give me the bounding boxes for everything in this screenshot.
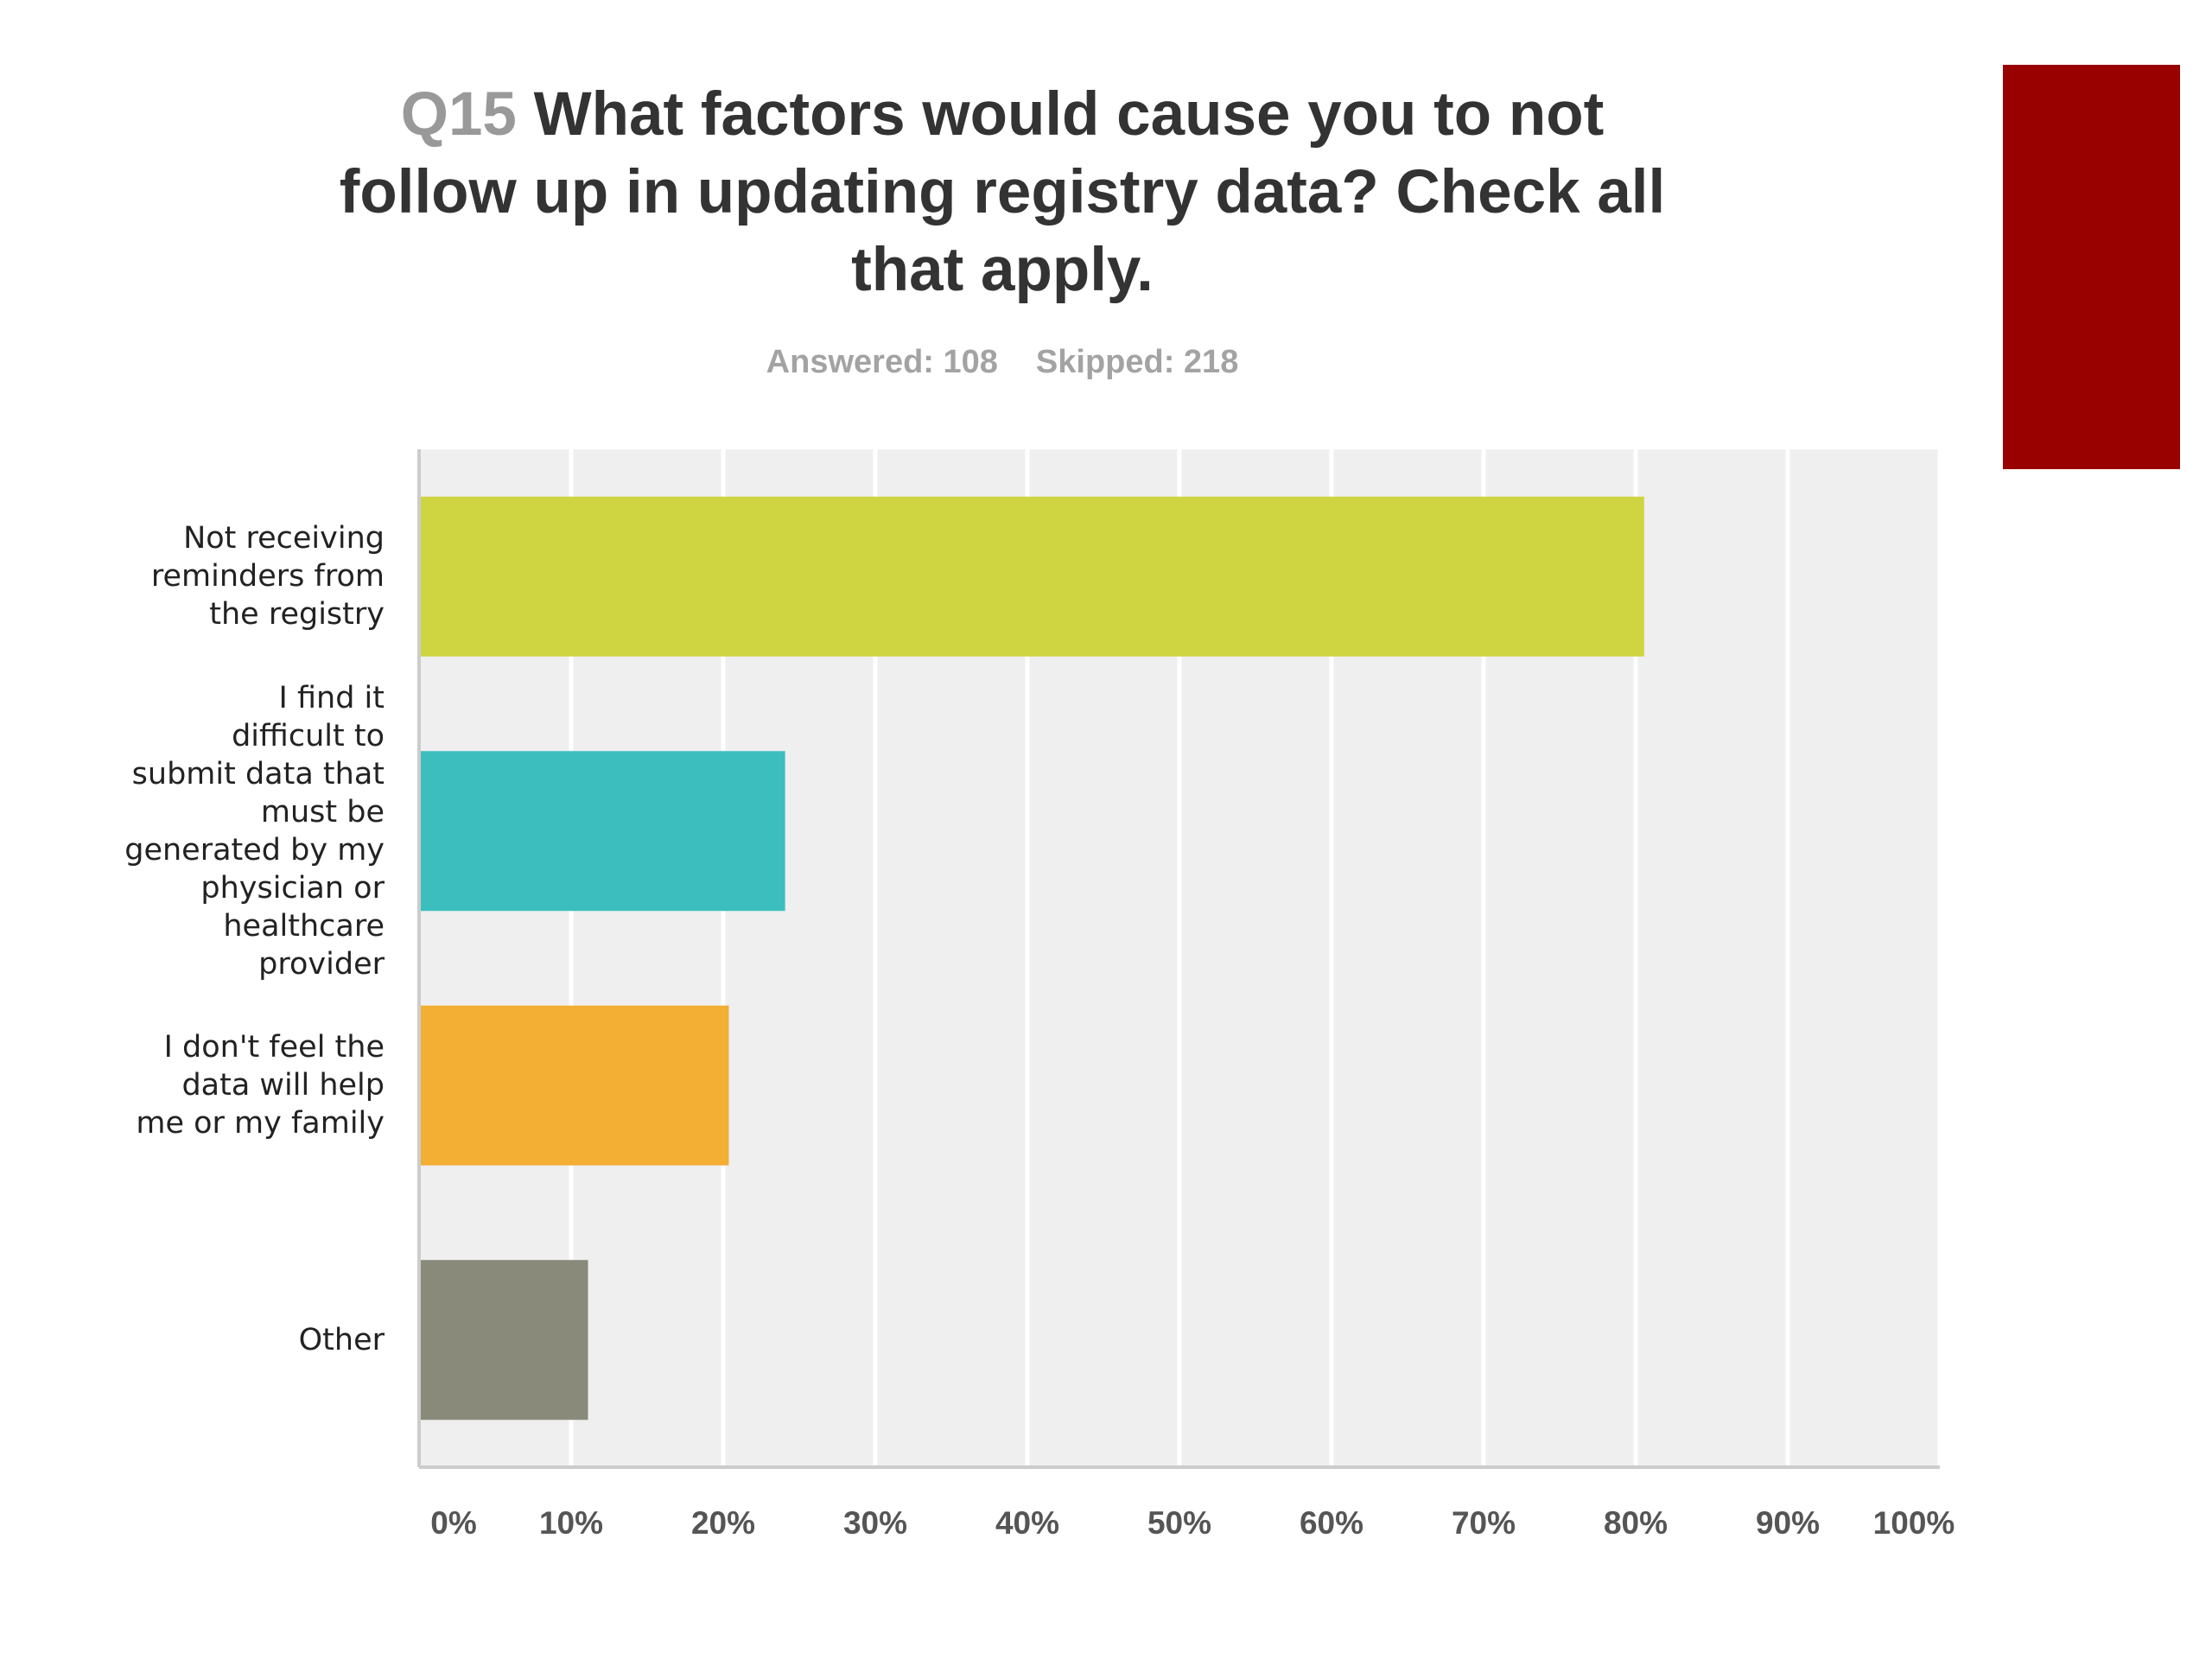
x-tick-label: 50% <box>1147 1505 1212 1541</box>
bar <box>419 751 785 912</box>
accent-block <box>2003 65 2180 469</box>
x-tick-label: 20% <box>690 1505 756 1541</box>
category-label: Not receiving reminders from the registry <box>150 521 385 632</box>
chart-title: Q15 What factors would cause you to not … <box>328 76 1676 309</box>
bar <box>419 1005 729 1166</box>
category-label: I don't feel the data will help me or my f… <box>136 1030 385 1141</box>
question-number: Q15 <box>400 80 517 149</box>
response-stats: Answered: 108 Skipped: 218 <box>328 344 1676 381</box>
answered-count: Answered: 108 <box>766 344 998 380</box>
x-tick-label: 90% <box>1755 1505 1821 1541</box>
x-tick-label: 60% <box>1299 1505 1364 1541</box>
bars <box>419 496 1644 1421</box>
category-label: Other <box>298 1322 385 1357</box>
x-tick-label: 40% <box>995 1505 1060 1541</box>
x-tick-label: 70% <box>1451 1505 1516 1541</box>
bar <box>419 496 1644 657</box>
x-tick-label: 80% <box>1603 1505 1669 1541</box>
bar <box>419 1260 588 1421</box>
skipped-count: Skipped: 218 <box>1035 344 1239 380</box>
category-label: I find it difficult to submit data that mus… <box>124 680 385 982</box>
x-tick-label: 0% <box>430 1505 477 1541</box>
question-text: What factors would cause you to not foll… <box>339 80 1666 304</box>
x-tick-label: 100% <box>1872 1505 1955 1541</box>
x-tick-label: 10% <box>538 1505 604 1541</box>
x-tick-label: 30% <box>842 1505 908 1541</box>
